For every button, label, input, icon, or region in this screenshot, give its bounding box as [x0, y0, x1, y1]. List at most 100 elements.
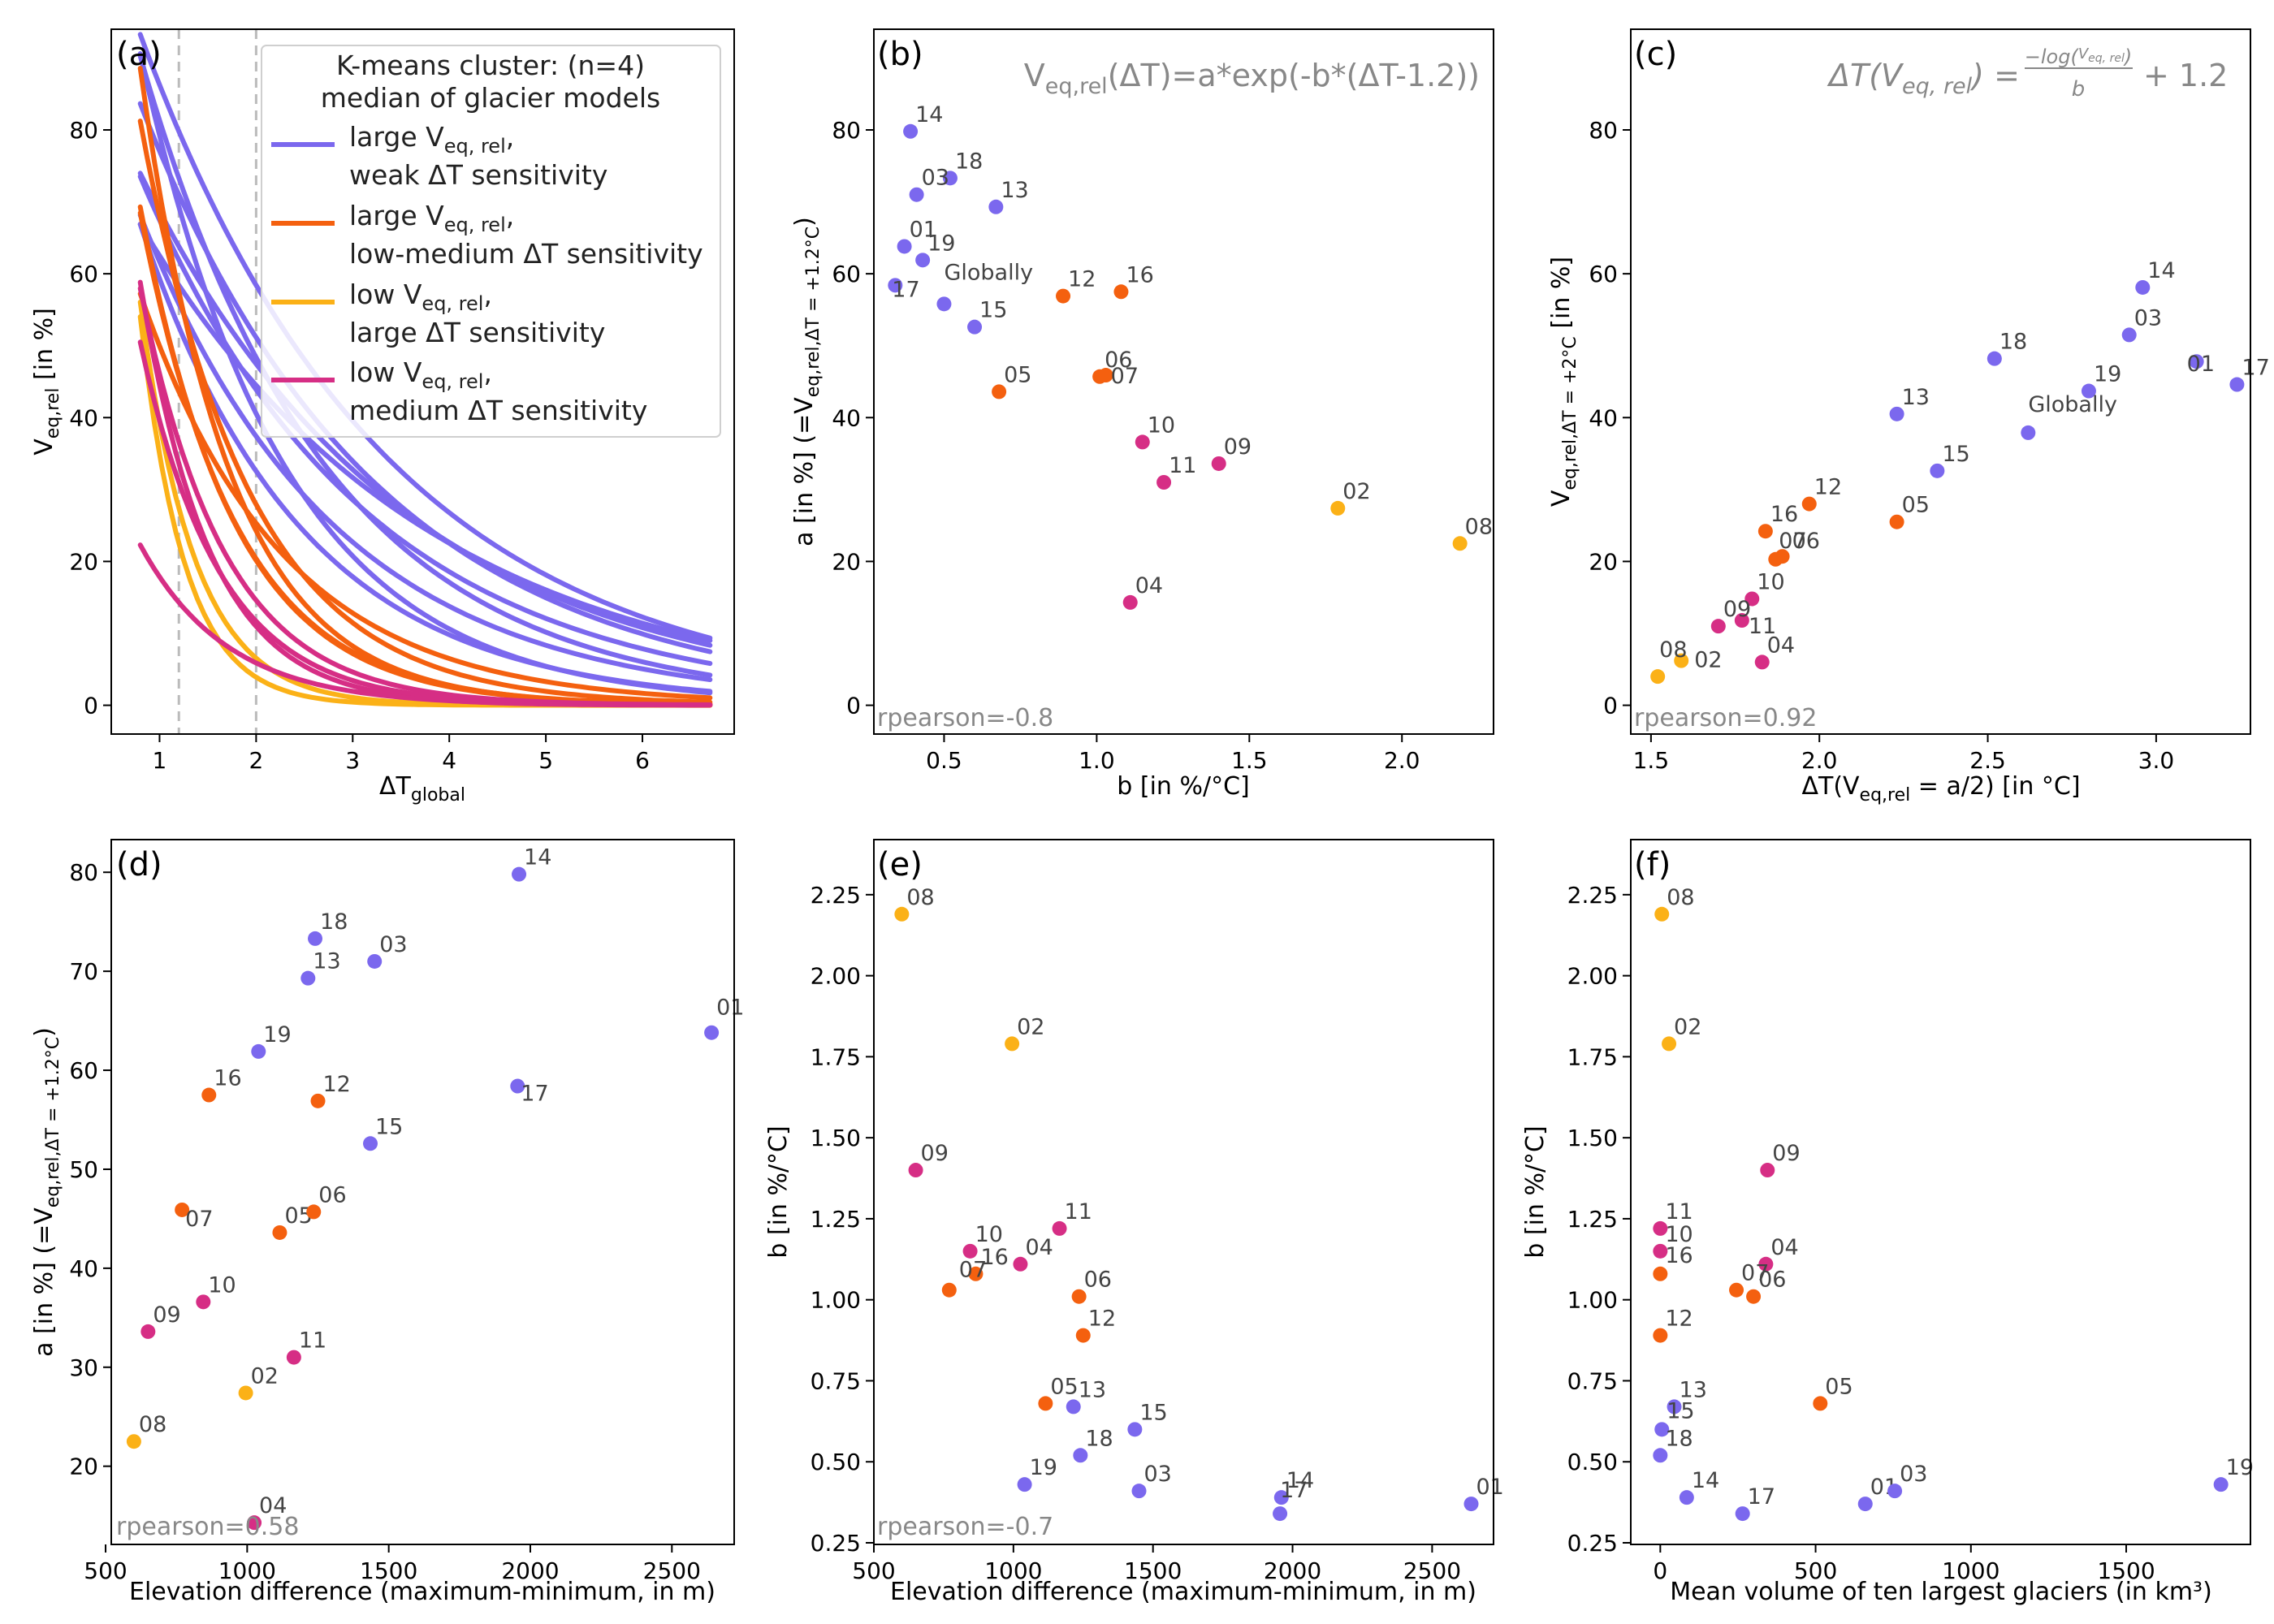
- data-point: [915, 253, 931, 268]
- x-tick-label: 2.0: [1384, 747, 1420, 774]
- y-tick-label: 0: [84, 693, 98, 719]
- data-point: [272, 1224, 287, 1240]
- x-tick-label: 2: [249, 747, 263, 774]
- point-label: 05: [1825, 1374, 1852, 1399]
- point-label: 17: [892, 277, 919, 302]
- series-line: [137, 291, 713, 701]
- y-tick-label: 0.75: [1567, 1367, 1618, 1394]
- series-line: [137, 54, 713, 678]
- point-label: 02: [1674, 1014, 1701, 1039]
- point-label: 04: [1767, 633, 1795, 658]
- legend-entry-low-medium-line2: medium ΔT sensitivity: [349, 395, 647, 426]
- point-label: 17: [2242, 356, 2269, 381]
- y-tick-label: 60: [69, 1057, 98, 1084]
- y-tick-label: 80: [1589, 117, 1618, 144]
- point-label: 05: [1050, 1374, 1078, 1399]
- y-tick-label: 0.50: [1567, 1449, 1618, 1475]
- point-label: 06: [1758, 1268, 1786, 1293]
- point-label: 01: [1476, 1475, 1504, 1500]
- point-label: 16: [1665, 1243, 1693, 1268]
- data-point: [988, 199, 1004, 214]
- data-point: [2121, 327, 2137, 343]
- panel-b-ylabel: a [in %] (=Veq,rel,ΔT = +1.2°C): [790, 217, 824, 546]
- point-label: 16: [1770, 502, 1798, 527]
- svg-text:−log(Veq, rel): −log(Veq, rel): [2025, 45, 2132, 68]
- point-label: 10: [1665, 1222, 1693, 1247]
- data-point: [1005, 1036, 1020, 1052]
- data-point: [903, 123, 919, 139]
- data-point: [286, 1350, 301, 1365]
- data-point: [367, 953, 383, 969]
- y-tick-label: 60: [1589, 261, 1618, 287]
- x-tick-label: 0.5: [926, 747, 962, 774]
- panel-e-frame: [873, 839, 1494, 1545]
- point-label: 12: [1814, 475, 1842, 500]
- panel-e-ylabel: b [in %/°C]: [764, 1125, 793, 1258]
- panel-b-label: (b): [877, 36, 923, 73]
- point-label: 13: [313, 949, 340, 974]
- panel-b-xlabel: b [in %/°C]: [1117, 772, 1249, 801]
- data-point: [704, 1025, 720, 1040]
- data-point: [936, 296, 952, 312]
- point-label: 08: [906, 885, 934, 910]
- data-point: [1071, 1289, 1087, 1304]
- y-tick-label: 0.25: [811, 1530, 861, 1557]
- y-tick-label: 0: [846, 693, 861, 719]
- y-tick-label: 1.75: [811, 1043, 861, 1070]
- panel-c-ylabel: Veq,rel,ΔT = +2°C [in %]: [1547, 257, 1580, 507]
- data-point: [1075, 1328, 1091, 1343]
- legend-box: [261, 45, 721, 438]
- point-label: Globally: [944, 260, 1033, 285]
- point-label: 11: [1749, 614, 1776, 639]
- point-label: 13: [1680, 1377, 1707, 1402]
- point-label: 02: [1342, 479, 1370, 504]
- data-point: [1735, 1506, 1750, 1522]
- data-point: [1889, 406, 1904, 421]
- data-point: [175, 1202, 190, 1217]
- data-point: [1734, 613, 1749, 628]
- data-point: [1758, 1256, 1774, 1272]
- point-label: 15: [979, 298, 1007, 323]
- panel-d-label: (d): [116, 846, 162, 883]
- y-tick-label: 1.25: [1567, 1206, 1618, 1233]
- panel-f-ticks: 0 500 1000 1500 0.25 0.50 0.75 1.00 1.25 1.50 1.75…: [1567, 882, 2155, 1584]
- data-point: [510, 1078, 525, 1094]
- panel-d-rpearson: rpearson=0.58: [116, 1513, 299, 1541]
- data-point: [1017, 1477, 1032, 1492]
- panel-c-formula: ΔT(Veq, rel) = −log(Veq, rel) b + 1.2: [1827, 45, 2228, 102]
- point-label: 06: [1105, 348, 1132, 373]
- y-tick-label: 40: [69, 1255, 98, 1282]
- point-label: 18: [320, 909, 348, 935]
- panel-b-formula: Veq,rel(ΔT)=a*exp(-b*(ΔT-1.2)): [1024, 58, 1480, 99]
- y-tick-label: 30: [69, 1354, 98, 1381]
- point-label: 18: [955, 149, 983, 174]
- point-label: 16: [980, 1245, 1008, 1270]
- point-label: 07: [1741, 1261, 1769, 1286]
- y-tick-label: 2.00: [1567, 963, 1618, 990]
- legend-entry-low-medium: low Veq, rel,: [349, 356, 492, 393]
- data-point: [992, 384, 1007, 400]
- legend-entry-low-large-line2: large ΔT sensitivity: [349, 317, 605, 348]
- y-tick-label: 40: [69, 404, 98, 431]
- x-tick-label: 1500: [360, 1557, 417, 1584]
- legend-entry-large-weak: large Veq, rel,: [349, 121, 514, 158]
- y-tick-label: 2.00: [811, 963, 861, 990]
- data-point: [1052, 1220, 1067, 1236]
- data-point: [1211, 456, 1226, 471]
- point-label: 10: [208, 1272, 236, 1298]
- y-tick-label: 1.50: [1567, 1125, 1618, 1151]
- data-point: [1930, 463, 1945, 478]
- point-label: 09: [921, 1141, 949, 1166]
- point-label: 17: [1280, 1478, 1308, 1503]
- panel-c-frame: [1630, 28, 2251, 735]
- data-point: [909, 187, 924, 202]
- x-tick-label: 500: [1794, 1557, 1837, 1584]
- svg-text:+ 1.2: + 1.2: [2143, 58, 2228, 93]
- data-point: [1653, 1220, 1668, 1236]
- svg-text:ΔT(Veq, rel) =: ΔT(Veq, rel) =: [1827, 58, 2020, 99]
- data-point: [1760, 1163, 1775, 1178]
